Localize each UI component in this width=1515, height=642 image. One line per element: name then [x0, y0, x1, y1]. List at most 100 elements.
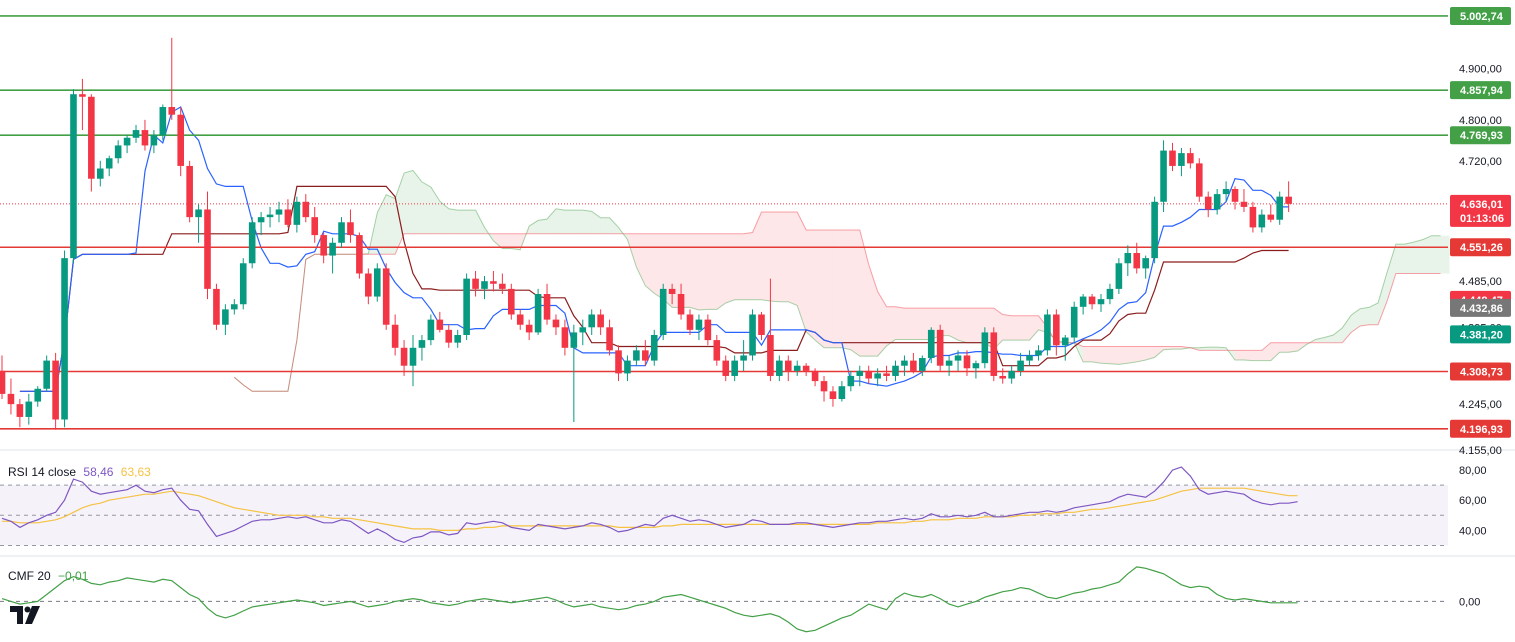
candle [257, 212, 265, 236]
candle [570, 324, 578, 423]
rsi-axis-tick: 60,00 [1459, 495, 1487, 507]
cloud-segment [1252, 350, 1262, 361]
level-label-bg [1450, 419, 1511, 438]
cloud-segment [832, 229, 842, 348]
candle [597, 309, 604, 335]
price-label: 4.432,86 [1460, 303, 1503, 315]
candle [999, 368, 1007, 384]
level-label-bg [1450, 6, 1511, 25]
cloud-segment [1011, 315, 1021, 341]
candle [1222, 181, 1230, 202]
candle-body [1115, 263, 1123, 289]
rsi-line [1, 466, 1298, 544]
candle-body [365, 273, 372, 297]
candle [239, 258, 247, 310]
candle [1053, 309, 1060, 356]
cloud-segment [1360, 307, 1370, 327]
candle-body [16, 404, 24, 417]
rsi-axis-tick: 80,00 [1459, 465, 1487, 477]
candle-body [525, 324, 533, 333]
cloud-segment [1199, 347, 1209, 351]
candle-body [1053, 314, 1060, 346]
candle-body [195, 209, 202, 218]
candle-body [52, 360, 59, 420]
candle-body [552, 319, 560, 328]
senkou-span-b-line [233, 211, 1441, 392]
cloud-segment [1413, 239, 1423, 274]
cloud-segment [877, 291, 887, 357]
candle-body [1160, 150, 1167, 202]
cloud-segment [966, 308, 976, 343]
cloud-segment [1208, 347, 1218, 351]
candle [499, 273, 506, 294]
candle-body [427, 319, 435, 341]
candle-body [114, 145, 122, 159]
candle-body [606, 327, 613, 351]
level-label: 4.308,73 [1460, 366, 1503, 378]
candle [543, 283, 551, 325]
candle [472, 270, 479, 297]
cloud-segment [439, 201, 449, 234]
candle [981, 327, 989, 369]
cloud-segment [1306, 339, 1316, 345]
cmf-axis-tick: 0,00 [1459, 596, 1480, 608]
candle-body [901, 360, 908, 366]
cloud-segment [1404, 242, 1414, 274]
candle-body [883, 373, 890, 376]
cloud-segment [1002, 314, 1012, 341]
candle [954, 350, 962, 371]
candle-body [1267, 214, 1275, 220]
level-label-bg [1450, 126, 1511, 145]
candle-body [257, 217, 265, 223]
candle-body [293, 201, 301, 225]
candle [105, 155, 113, 177]
candle [195, 204, 202, 243]
candle [713, 334, 721, 366]
cmf-label: CMF 20 [8, 569, 51, 583]
candle-body [758, 314, 765, 335]
candle-body [731, 360, 738, 376]
price-axis-tick: 4.900,00 [1459, 64, 1502, 76]
cloud-segment [1029, 315, 1039, 341]
cloud-segment [1136, 346, 1146, 362]
cloud-segment [1092, 346, 1102, 364]
cloud-segment [788, 212, 798, 306]
candle-body [409, 347, 417, 366]
cmf-line [1, 566, 1298, 633]
candle [463, 273, 470, 341]
candle [829, 386, 837, 407]
candle-body [999, 375, 1007, 379]
candle-body [43, 360, 50, 389]
candle [391, 314, 399, 356]
candle [1267, 204, 1275, 223]
cloud-segment [815, 229, 825, 348]
candle-body [186, 165, 193, 218]
candle [838, 381, 846, 402]
candle-body [579, 327, 587, 333]
candle [642, 340, 649, 366]
cloud-segment [1261, 342, 1271, 361]
level-label: 4.196,93 [1460, 424, 1503, 436]
cloud-segment [1369, 302, 1378, 325]
candle-body [588, 314, 596, 328]
candle-body [516, 314, 524, 325]
candle [1169, 142, 1176, 172]
candle-body [61, 258, 68, 420]
candle-body [936, 329, 944, 366]
candle-body [695, 319, 703, 330]
candle [88, 94, 95, 192]
candle-body [499, 283, 506, 289]
cloud-segment [1342, 315, 1352, 343]
candle-body [981, 332, 989, 364]
candle [633, 345, 640, 366]
level-label-bg [1450, 238, 1511, 257]
candle-body [25, 401, 33, 417]
cloud-segment [868, 264, 878, 357]
candle [1106, 283, 1114, 305]
cmf-legend: CMF 20 −0,01 [8, 569, 92, 583]
candle [525, 319, 533, 341]
candle-body [793, 365, 801, 371]
cloud-segment [743, 232, 753, 300]
cloud-segment [359, 253, 369, 255]
